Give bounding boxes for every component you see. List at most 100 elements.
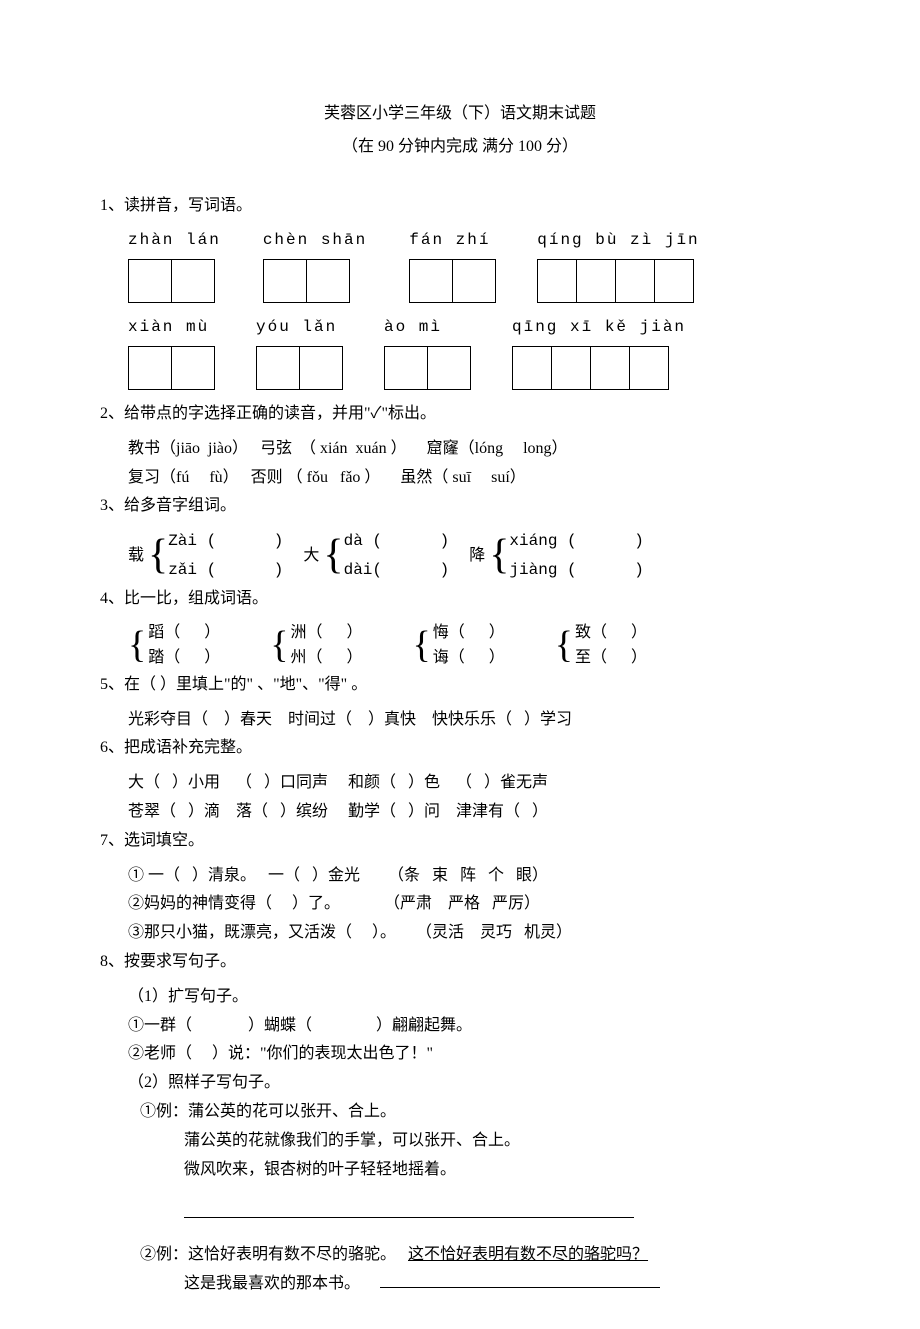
- q1-item: ào mì: [384, 313, 470, 390]
- answer-box[interactable]: [551, 346, 591, 390]
- brace-icon: {: [128, 628, 146, 662]
- q2-label: 2、给带点的字选择正确的读音，并用"✓"标出。: [100, 400, 820, 429]
- q2-line1: 教书（jiāo jiào） 弓弦 （ xián xuán ） 窟窿（lóng l…: [100, 435, 820, 464]
- q3-char: 降: [469, 542, 485, 571]
- pinyin-text: qīng xī kě jiàn: [512, 313, 686, 342]
- q8-sub2-label: （2）照样子写句子。: [100, 1069, 820, 1098]
- q8-sub2-ex2a: ②例：这恰好表明有数不尽的骆驼。: [140, 1246, 396, 1263]
- q3-option: xiáng ( ): [509, 527, 643, 556]
- q2-line2: 复习（fú fù） 否则 （ fǒu fǎo ） 虽然（ suī suí）: [100, 464, 820, 493]
- answer-box[interactable]: [306, 259, 350, 303]
- q3-char: 大: [303, 542, 319, 571]
- q4-option: 诲（ ）: [433, 645, 505, 671]
- answer-box[interactable]: [576, 259, 616, 303]
- pinyin-text: xiàn mù: [128, 313, 209, 342]
- q8-sub1-label: （1）扩写句子。: [100, 983, 820, 1012]
- q7-label: 7、选词填空。: [100, 827, 820, 856]
- q7-line3: ③那只小猫，既漂亮，又活泼（ ）。 （灵活 灵巧 机灵）: [100, 919, 820, 948]
- pinyin-text: chèn shān: [263, 226, 367, 255]
- q6-line2: 苍翠（ ）滴 落（ ）缤纷 勤学（ ）问 津津有（ ）: [100, 798, 820, 827]
- answer-box[interactable]: [654, 259, 694, 303]
- q1-item: yóu lǎn: [256, 313, 342, 390]
- q1-item: qíng bù zì jīn: [537, 226, 699, 303]
- answer-box[interactable]: [263, 259, 307, 303]
- q3-option: Zài ( ): [168, 527, 283, 556]
- q3-option: zǎi ( ): [168, 556, 283, 585]
- brace-icon: {: [148, 538, 168, 574]
- brace-icon: {: [413, 628, 431, 662]
- brace-icon: {: [489, 538, 509, 574]
- q8-sub2-ex1a: ①例：蒲公英的花可以张开、合上。: [100, 1098, 820, 1127]
- q8-sub2-ex2b: 这不恰好表明有数不尽的骆驼吗？: [408, 1246, 648, 1263]
- q7-line1: ① 一（ ）清泉。 一（ ）金光 （条 束 阵 个 眼）: [100, 862, 820, 891]
- q4-pair: { 悔（ ） 诲（ ）: [413, 620, 505, 671]
- q3-groups: 载 { Zài ( ) zǎi ( ) 大 { dà ( ) dài( ) 降 …: [100, 527, 820, 585]
- q6-line1: 大（ ）小用 （ ）口同声 和颜（ ）色 （ ）雀无声: [100, 769, 820, 798]
- answer-box[interactable]: [128, 259, 172, 303]
- q4-pair: { 蹈（ ） 踏（ ）: [128, 620, 220, 671]
- answer-box[interactable]: [171, 259, 215, 303]
- q4-pair: { 洲（ ） 州（ ）: [270, 620, 362, 671]
- q8-label: 8、按要求写句子。: [100, 948, 820, 977]
- q3-label: 3、给多音字组词。: [100, 492, 820, 521]
- q8-answer-line-1: [100, 1200, 820, 1229]
- pinyin-text: fán zhí: [409, 226, 490, 255]
- q3-option: jiàng ( ): [509, 556, 643, 585]
- q4-pairs: { 蹈（ ） 踏（ ） { 洲（ ） 州（ ） { 悔（ ） 诲（ ） { 致（…: [100, 620, 820, 671]
- q1-item: qīng xī kě jiàn: [512, 313, 686, 390]
- brace-icon: {: [555, 628, 573, 662]
- q4-label: 4、比一比，组成词语。: [100, 585, 820, 614]
- answer-box[interactable]: [629, 346, 669, 390]
- q4-option: 至（ ）: [575, 645, 647, 671]
- q3-option: dài( ): [344, 556, 450, 585]
- q8-sub1-line2: ②老师（ ）说："你们的表现太出色了！": [100, 1040, 820, 1069]
- q4-option: 洲（ ）: [291, 620, 363, 646]
- q3-group: 大 { dà ( ) dài( ): [303, 527, 449, 585]
- q1-item: chèn shān: [263, 226, 367, 303]
- q8-sub2-ex2: ②例：这恰好表明有数不尽的骆驼。 这不恰好表明有数不尽的骆驼吗？: [100, 1241, 820, 1270]
- q4-option: 致（ ）: [575, 620, 647, 646]
- q8-sub2-ex2c-row: 这是我最喜欢的那本书。: [100, 1270, 820, 1299]
- pinyin-text: qíng bù zì jīn: [537, 226, 699, 255]
- answer-box[interactable]: [409, 259, 453, 303]
- pinyin-text: ào mì: [384, 313, 442, 342]
- q1-item: fán zhí: [409, 226, 495, 303]
- answer-box[interactable]: [299, 346, 343, 390]
- q4-option: 州（ ）: [291, 645, 363, 671]
- answer-blank[interactable]: [184, 1201, 634, 1218]
- q3-group: 载 { Zài ( ) zǎi ( ): [128, 527, 283, 585]
- q8-sub2-ex1c: 微风吹来，银杏树的叶子轻轻地摇着。: [100, 1156, 820, 1185]
- q4-option: 踏（ ）: [148, 645, 220, 671]
- q1-row1: zhàn lán chèn shān fán zhí qíng bù zì jī…: [100, 226, 820, 303]
- q8-sub2-ex1b: 蒲公英的花就像我们的手掌，可以张开、合上。: [100, 1127, 820, 1156]
- brace-icon: {: [323, 538, 343, 574]
- answer-box[interactable]: [615, 259, 655, 303]
- q1-label: 1、读拼音，写词语。: [100, 192, 820, 221]
- q7-line2: ②妈妈的神情变得（ ）了。 （严肃 严格 严厉）: [100, 890, 820, 919]
- q8-sub1-line1: ①一群（ ）蝴蝶（ ）翩翩起舞。: [100, 1012, 820, 1041]
- q1-item: zhàn lán: [128, 226, 221, 303]
- pinyin-text: zhàn lán: [128, 226, 221, 255]
- page-subtitle: （在 90 分钟内完成 满分 100 分）: [100, 133, 820, 162]
- answer-box[interactable]: [512, 346, 552, 390]
- answer-box[interactable]: [128, 346, 172, 390]
- page-title: 芙蓉区小学三年级（下）语文期末试题: [100, 100, 820, 129]
- q3-group: 降 { xiáng ( ) jiàng ( ): [469, 527, 644, 585]
- answer-box[interactable]: [171, 346, 215, 390]
- answer-box[interactable]: [590, 346, 630, 390]
- q1-row2: xiàn mù yóu lǎn ào mì qīng xī kě jiàn: [100, 313, 820, 390]
- q8-sub2-ex2c: 这是我最喜欢的那本书。: [184, 1275, 360, 1292]
- q1-item: xiàn mù: [128, 313, 214, 390]
- q4-pair: { 致（ ） 至（ ）: [555, 620, 647, 671]
- q3-option: dà ( ): [344, 527, 450, 556]
- answer-box[interactable]: [452, 259, 496, 303]
- answer-blank[interactable]: [380, 1271, 660, 1288]
- brace-icon: {: [270, 628, 288, 662]
- q5-label: 5、在（ ）里填上"的" 、"地"、"得" 。: [100, 671, 820, 700]
- q3-char: 载: [128, 542, 144, 571]
- q4-option: 蹈（ ）: [148, 620, 220, 646]
- answer-box[interactable]: [384, 346, 428, 390]
- answer-box[interactable]: [427, 346, 471, 390]
- answer-box[interactable]: [256, 346, 300, 390]
- answer-box[interactable]: [537, 259, 577, 303]
